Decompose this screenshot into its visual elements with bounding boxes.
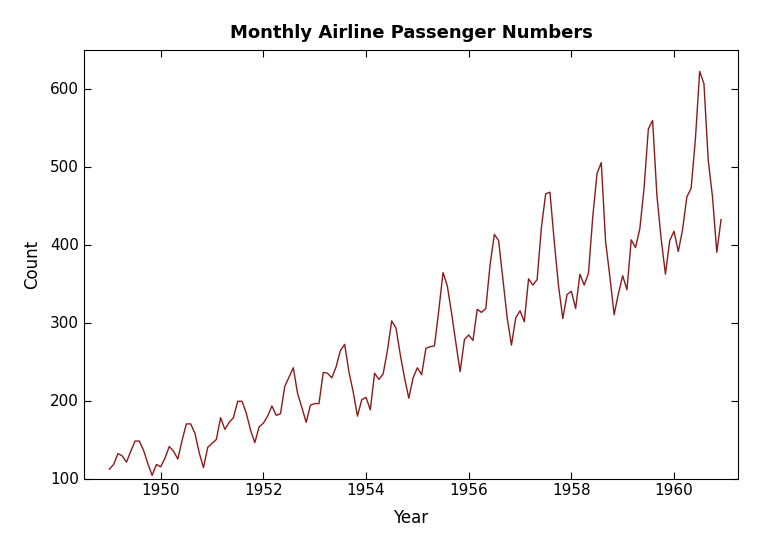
Y-axis label: Count: Count [24, 239, 42, 289]
X-axis label: Year: Year [393, 509, 428, 527]
Title: Monthly Airline Passenger Numbers: Monthly Airline Passenger Numbers [230, 24, 592, 42]
